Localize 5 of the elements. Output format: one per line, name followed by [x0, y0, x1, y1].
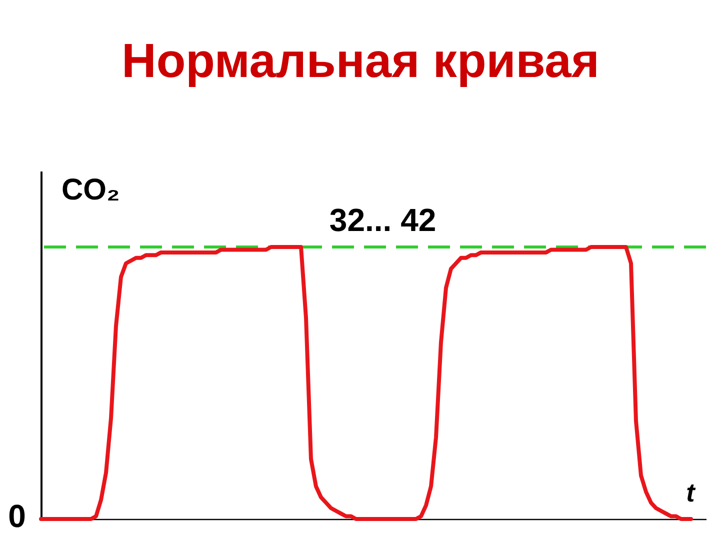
text: 0	[8, 498, 26, 534]
y-axis-title: CO₂	[62, 174, 120, 206]
text: 32... 42	[329, 202, 436, 238]
chart-title: Нормальная кривая	[122, 35, 600, 88]
x-axis-title: t	[686, 478, 696, 508]
